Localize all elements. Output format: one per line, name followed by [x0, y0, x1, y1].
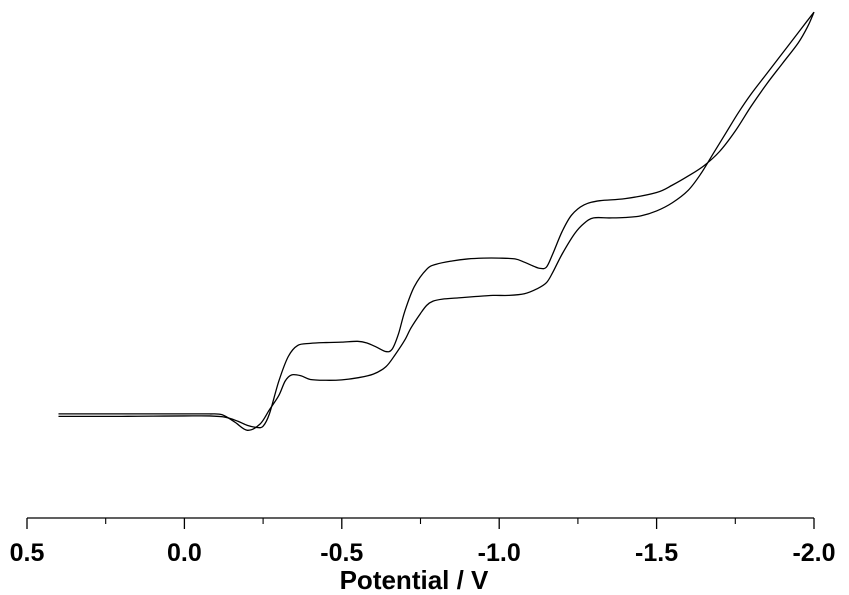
x-tick-label: -1.5 — [635, 539, 678, 567]
x-tick-label: -2.0 — [792, 539, 835, 567]
x-tick-label: -1.0 — [478, 539, 521, 567]
x-tick-label: -0.5 — [320, 539, 363, 567]
x-tick-label: 0.5 — [10, 539, 45, 567]
x-axis-title: Potential / V — [340, 565, 489, 595]
cv-trace-reverse — [58, 11, 815, 431]
cv-trace-forward — [58, 11, 815, 429]
x-tick-label: 0.0 — [167, 539, 202, 567]
x-axis-ticks: 0.5 0.0 -0.5 -1.0 -1.5 -2.0 — [10, 518, 836, 567]
plot-area — [58, 11, 815, 431]
